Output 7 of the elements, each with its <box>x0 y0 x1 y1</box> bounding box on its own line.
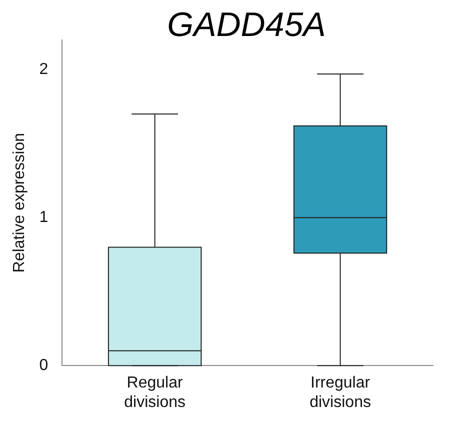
chart-title: GADD45A <box>166 6 327 45</box>
y-tick-label: 0 <box>39 357 48 374</box>
x-tick-label: Irregular divisions <box>310 374 371 411</box>
y-axis-title: Relative expression <box>11 132 28 273</box>
x-tick-label: Regular divisions <box>124 374 186 411</box>
y-tick-label: 2 <box>39 61 48 78</box>
y-tick-label: 1 <box>39 209 48 226</box>
